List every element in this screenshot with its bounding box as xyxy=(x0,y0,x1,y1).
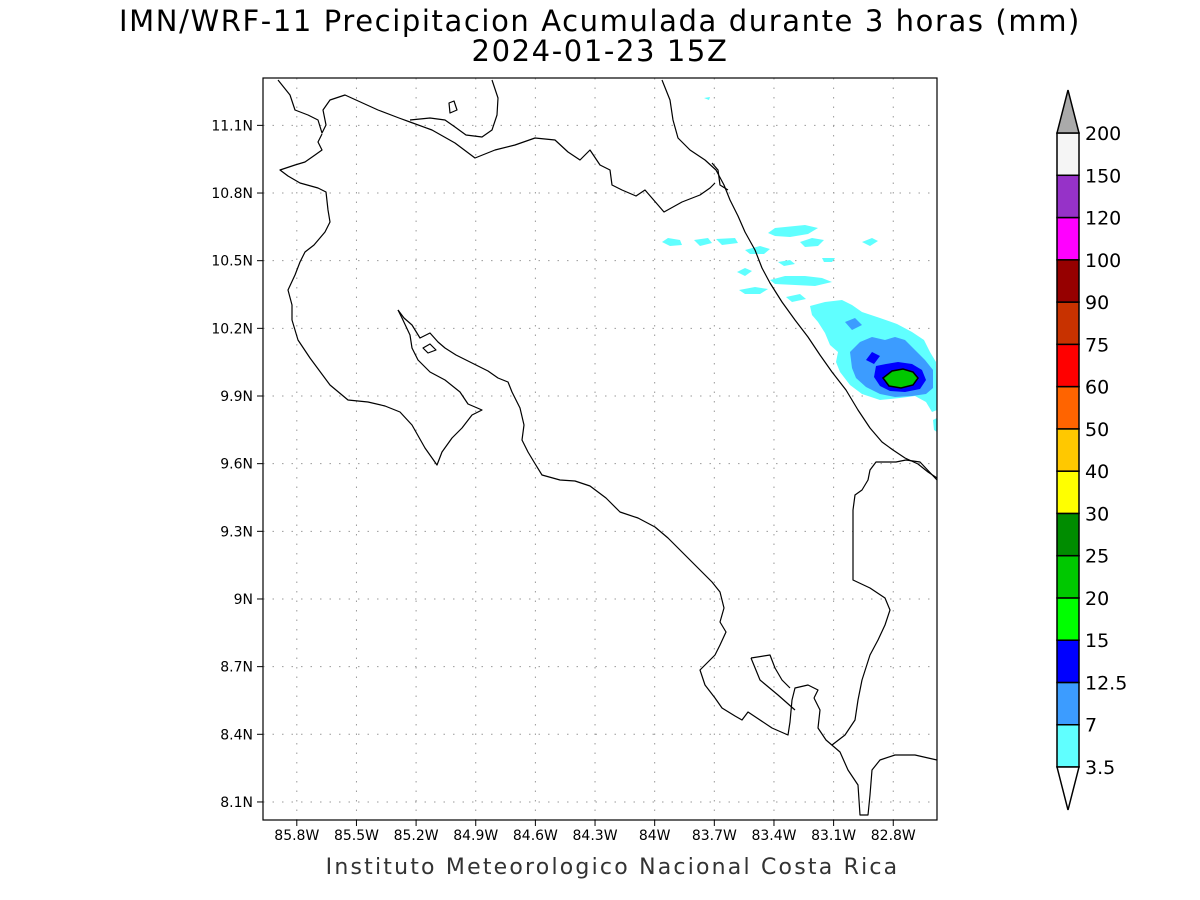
credit-text: Instituto Meteorologico Nacional Costa R… xyxy=(325,855,900,880)
colorbar-swatch xyxy=(1056,216,1080,261)
colorbar-level-label: 15 xyxy=(1085,630,1109,652)
lat-tick-label: 10.8N xyxy=(211,186,253,202)
colorbar-boxes xyxy=(1056,132,1080,768)
precipitation-field xyxy=(662,97,937,432)
colorbar-swatch xyxy=(1056,512,1080,557)
lon-tick-label: 82.8W xyxy=(871,828,916,844)
lat-tick-label: 9.6N xyxy=(220,457,253,473)
colorbar-level-label: 90 xyxy=(1085,292,1109,314)
lon-tick-label: 84.9W xyxy=(453,828,498,844)
colorbar-swatch xyxy=(1056,385,1080,430)
lon-tick-label: 83.7W xyxy=(692,828,737,844)
lon-tick-label: 85.5W xyxy=(334,828,379,844)
lat-tick-label: 10.2N xyxy=(211,321,253,337)
colorbar-level-label: 25 xyxy=(1085,546,1109,568)
plot-frame xyxy=(262,77,938,821)
colorbar-over-arrow xyxy=(1056,89,1080,134)
colorbar-swatch xyxy=(1056,554,1080,599)
lat-tick-label: 8.4N xyxy=(220,727,253,743)
colorbar-swatch xyxy=(1056,681,1080,726)
lon-tick-label: 84.3W xyxy=(573,828,618,844)
lon-tick-label: 85.2W xyxy=(394,828,439,844)
colorbar-level-label: 20 xyxy=(1085,588,1109,610)
colorbar-level-label: 60 xyxy=(1085,377,1109,399)
lon-tick-label: 85.8W xyxy=(274,828,319,844)
colorbar-level-label: 150 xyxy=(1085,165,1121,187)
coastline xyxy=(277,79,937,816)
lat-tick-label: 8.7N xyxy=(220,660,253,676)
colorbar-swatch xyxy=(1056,174,1080,219)
colorbar-level-label: 120 xyxy=(1085,208,1121,230)
colorbar-level-label: 7 xyxy=(1085,715,1097,737)
lat-tick-label: 11.1N xyxy=(211,118,253,134)
colorbar-swatch xyxy=(1056,428,1080,472)
colorbar-swatch xyxy=(1056,639,1080,684)
precip-20mm xyxy=(881,368,919,389)
colorbar-swatch xyxy=(1056,597,1080,641)
colorbar-level-label: 3.5 xyxy=(1085,757,1115,779)
colorbar-swatch xyxy=(1056,470,1080,515)
lon-tick-label: 83.1W xyxy=(811,828,856,844)
colorbar-swatch xyxy=(1056,343,1080,388)
lat-tick-label: 10.5N xyxy=(211,254,253,270)
colorbar-labels: 3.5 7 12.5 15 20 25 30 40 50 60 75 90 100 120 150 200 xyxy=(1085,123,1127,779)
colorbar-level-label: 75 xyxy=(1085,334,1109,356)
latitude-labels: 11.1N 10.8N 10.5N 10.2N 9.9N 9.6N 9.3N 9N 8.7N 8.… xyxy=(211,118,263,811)
lat-tick-label: 9.3N xyxy=(220,524,253,540)
lon-tick-label: 84W xyxy=(639,828,671,844)
colorbar-swatch xyxy=(1056,723,1080,768)
colorbar-level-label: 30 xyxy=(1085,503,1109,525)
lon-tick-label: 83.4W xyxy=(751,828,796,844)
colorbar-under-arrow xyxy=(1056,766,1080,811)
colorbar-swatch xyxy=(1056,301,1080,346)
colorbar-level-label: 12.5 xyxy=(1085,672,1127,694)
colorbar-level-label: 200 xyxy=(1085,123,1121,145)
colorbar-swatch xyxy=(1056,132,1080,177)
longitude-labels: 85.8W 85.5W 85.2W 84.9W 84.6W 84.3W 84W 83.7W 83… xyxy=(274,820,916,844)
lon-tick-label: 84.6W xyxy=(513,828,558,844)
map-title: IMN/WRF-11 Precipitacion Acumulada duran… xyxy=(119,4,1081,38)
lat-tick-label: 8.1N xyxy=(220,795,253,811)
lat-tick-label: 9.9N xyxy=(220,389,253,405)
colorbar-level-label: 40 xyxy=(1085,461,1109,483)
colorbar-level-label: 50 xyxy=(1085,419,1109,441)
map-datetime: 2024-01-23 15Z xyxy=(471,34,729,68)
colorbar-swatch xyxy=(1056,259,1080,303)
lat-tick-label: 9N xyxy=(234,592,253,608)
colorbar-level-label: 100 xyxy=(1085,250,1121,272)
